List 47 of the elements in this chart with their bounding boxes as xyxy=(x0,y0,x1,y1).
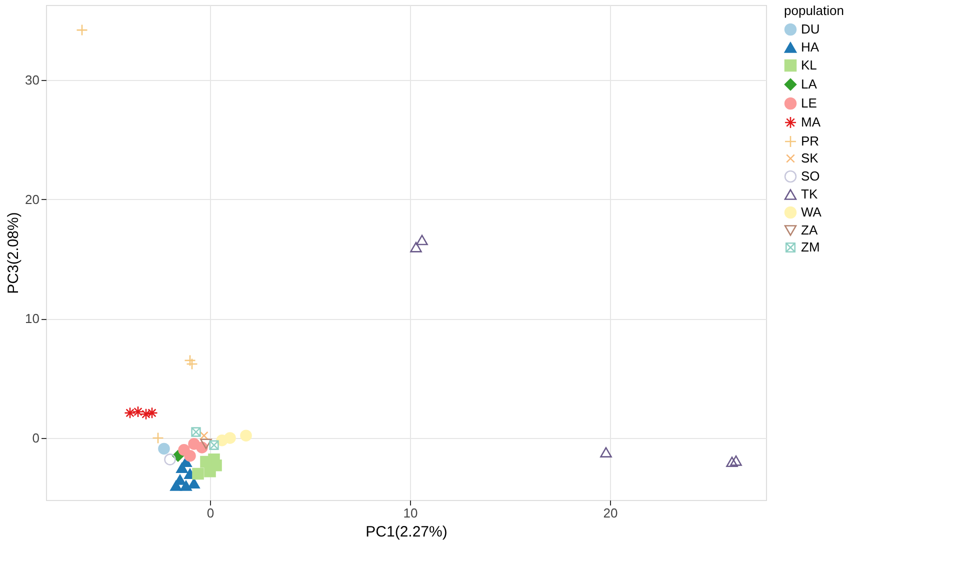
legend-label: SK xyxy=(801,150,819,166)
legend-label: DU xyxy=(801,22,820,36)
legend-label: KL xyxy=(801,58,817,72)
point xyxy=(209,440,219,450)
point xyxy=(416,234,428,246)
point xyxy=(152,432,164,444)
legend-label: HA xyxy=(801,40,820,54)
y-tick-label: 20 xyxy=(25,192,40,207)
x-tick-label: 10 xyxy=(403,506,418,520)
legend-label: ZA xyxy=(801,222,818,238)
x-tick-label: 0 xyxy=(206,506,214,520)
point xyxy=(240,430,252,442)
point xyxy=(200,431,208,440)
x-tick-label: 20 xyxy=(603,506,618,520)
legend-label: WA xyxy=(801,204,822,220)
y-tick-label: 10 xyxy=(25,311,40,326)
point xyxy=(410,242,422,252)
point xyxy=(730,455,742,466)
point xyxy=(200,438,212,450)
point xyxy=(184,354,196,366)
legend-label: MA xyxy=(801,114,821,130)
point xyxy=(146,407,158,419)
point xyxy=(170,480,182,491)
legend-label: PR xyxy=(801,134,820,148)
legend-label: SO xyxy=(801,168,820,184)
point xyxy=(180,480,192,491)
legend-label: LA xyxy=(801,76,818,92)
point xyxy=(191,427,201,437)
point xyxy=(216,434,228,446)
point xyxy=(158,442,170,455)
legend-label: LE xyxy=(801,96,818,110)
point xyxy=(192,468,204,480)
y-tick-label: 30 xyxy=(25,72,40,88)
point xyxy=(164,454,176,466)
y-axis-title: PC3(2.08%) xyxy=(5,212,22,294)
point xyxy=(140,408,152,420)
point xyxy=(76,24,88,36)
point xyxy=(600,447,612,458)
legend-title: population xyxy=(784,3,844,18)
point xyxy=(184,450,196,462)
point xyxy=(726,456,738,468)
legend-label: TK xyxy=(801,186,818,202)
legend-label: ZM xyxy=(801,240,820,254)
x-axis-title: PC1(2.27%) xyxy=(366,524,448,540)
point xyxy=(188,478,200,488)
point xyxy=(186,358,198,370)
y-tick-label: 0 xyxy=(32,430,40,446)
